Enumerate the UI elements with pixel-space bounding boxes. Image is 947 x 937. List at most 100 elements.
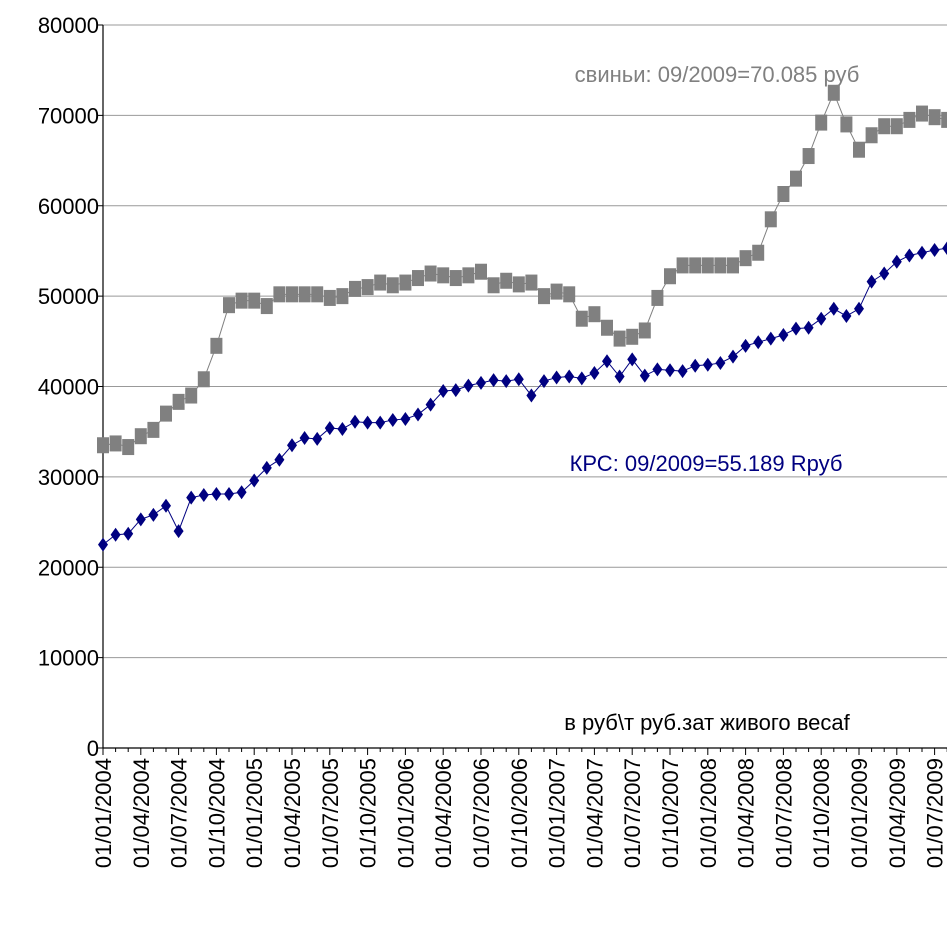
marker-square [462,267,475,284]
marker-diamond [639,368,650,383]
annotation: свиньи: 09/2009=70.085 руб [575,62,860,87]
marker-square [500,272,513,289]
x-tick-label: 01/07/2006 [469,758,494,868]
marker-square [160,405,172,422]
marker-diamond [450,383,461,398]
x-tick-label: 01/04/2008 [734,758,759,868]
marker-diamond [375,415,386,430]
marker-diamond [564,369,575,384]
marker-square [525,274,538,291]
marker-diamond [299,431,310,446]
x-tick-label: 01/07/2004 [167,758,192,868]
marker-diamond [665,363,675,378]
marker-diamond [866,274,877,289]
marker-square [790,170,802,187]
marker-square [122,439,135,456]
marker-square [298,286,311,303]
marker-diamond [904,248,915,263]
marker-square [752,244,765,261]
x-tick-label: 01/01/2007 [545,758,570,868]
marker-square [588,306,601,323]
marker-square [563,286,576,303]
marker-diamond [362,415,373,430]
marker-square [97,437,109,454]
marker-diamond [274,452,285,467]
marker-diamond [161,498,171,513]
marker-square [714,257,727,274]
marker-diamond [778,327,789,342]
marker-diamond [387,412,398,427]
y-tick-label: 80000 [38,13,99,38]
x-tick-label: 01/10/2007 [658,758,683,868]
marker-square [613,330,626,347]
marker-diamond [135,512,146,527]
marker-diamond [526,388,537,403]
marker-diamond [614,369,625,384]
marker-diamond [198,487,209,502]
marker-diamond [110,527,121,542]
marker-square [676,257,689,274]
x-tick-label: 01/07/2005 [318,758,343,868]
marker-diamond [576,371,587,386]
marker-square [286,286,298,303]
x-tick-label: 01/10/2005 [356,758,381,868]
marker-square [538,288,550,305]
marker-diamond [501,374,512,389]
x-tick-label: 01/01/2005 [242,758,267,868]
marker-diamond [702,357,713,372]
marker-square [638,322,651,339]
marker-square [689,257,702,274]
marker-square [185,387,198,404]
x-tick-label: 01/04/2009 [885,758,910,868]
marker-square [134,428,147,445]
x-tick-label: 01/07/2009 [923,758,947,868]
marker-diamond [551,370,562,385]
marker-square [903,111,916,128]
annotation: КРС: 09/2009=55.189 Rруб [570,451,843,476]
marker-diamond [765,331,776,346]
marker-diamond [728,349,738,364]
marker-square [273,286,286,303]
marker-square [374,274,387,291]
marker-square [197,371,210,388]
marker-diamond [123,526,134,541]
marker-square [475,263,487,280]
x-tick-label: 01/04/2005 [280,758,305,868]
marker-square [827,84,840,101]
marker-square [815,114,828,131]
x-tick-label: 01/01/2006 [393,758,418,868]
marker-square [764,211,777,228]
marker-diamond [249,473,260,488]
y-tick-label: 0 [87,736,99,761]
marker-diamond [917,245,927,260]
x-tick-label: 01/10/2006 [507,758,532,868]
marker-square [109,435,122,452]
x-tick-label: 01/07/2008 [771,758,796,868]
marker-diamond [690,358,701,373]
marker-diamond [413,407,423,422]
marker-diamond [627,352,638,367]
marker-diamond [854,301,864,316]
marker-square [928,109,941,126]
x-tick-label: 01/04/2004 [129,758,154,868]
marker-square [487,277,500,294]
plot [97,84,947,552]
marker-square [878,118,891,135]
marker-diamond [186,490,197,505]
y-tick-label: 40000 [38,375,99,400]
marker-diamond [425,397,436,412]
x-tick-label: 01/07/2007 [620,758,645,868]
marker-square [664,268,676,285]
y-tick-label: 20000 [38,555,99,580]
marker-square [777,186,790,203]
marker-square [336,288,349,305]
marker-diamond [816,311,827,326]
marker-square [412,270,424,287]
marker-diamond [173,524,184,539]
x-tick-label: 01/01/2004 [91,758,116,868]
marker-square [172,393,185,410]
x-tick-label: 01/01/2008 [696,758,721,868]
x-tick-label: 01/10/2008 [809,758,834,868]
marker-diamond [261,460,272,475]
